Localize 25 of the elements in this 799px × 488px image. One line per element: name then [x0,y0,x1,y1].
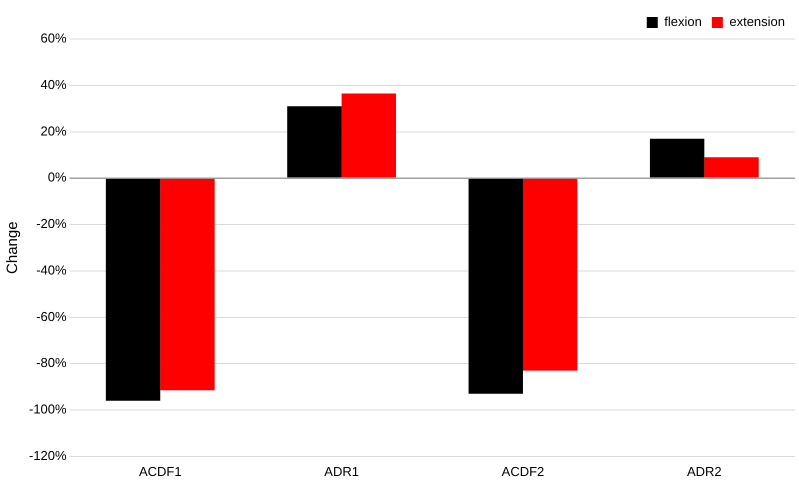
y-tick-label: 40% [40,76,68,92]
x-tick-label: ACDF2 [502,464,544,479]
y-tick-label: 0% [48,170,68,185]
y-tick-label: -100% [29,402,68,417]
bar [704,157,759,178]
x-tick-label: ADR1 [324,464,359,479]
bar [468,178,523,394]
y-tick-label: 20% [40,123,68,138]
legend-label: extension [729,14,786,30]
y-axis-title: Change [4,221,22,274]
bar [287,106,342,178]
legend-label: flexion [664,14,702,30]
y-tick-label: -80% [36,355,68,370]
bar [342,93,396,178]
y-tick-label: -60% [36,308,68,324]
x-tick-label: ACDF1 [138,464,182,479]
y-tick-label: 60% [40,30,68,46]
bar [650,138,704,178]
y-tick-label: -20% [36,216,68,232]
bar [522,178,578,371]
x-tick-label: ADR2 [686,464,722,479]
y-tick-label: -40% [36,262,68,278]
bar [160,178,215,390]
y-tick-label: -120% [29,448,68,463]
bar [106,178,160,401]
